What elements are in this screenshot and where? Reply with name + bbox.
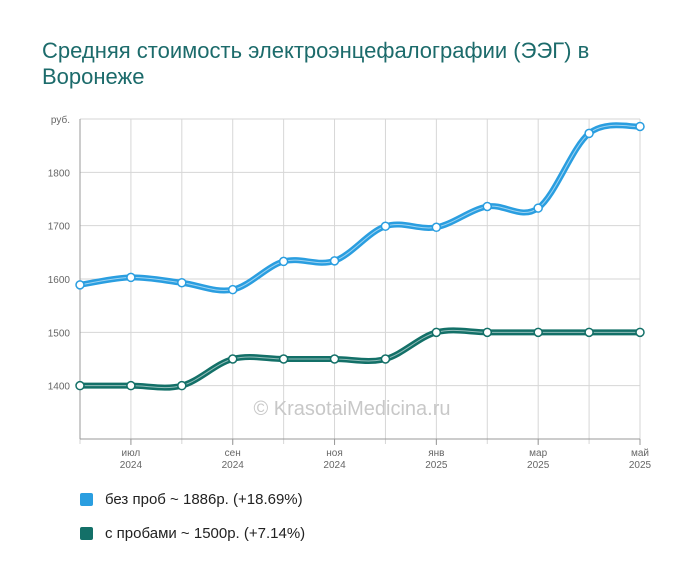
data-point-series-2: [75, 380, 85, 391]
y-tick-label: 1800: [48, 168, 71, 179]
x-tick-year: 2025: [425, 460, 448, 471]
series-line-highlight-1: [79, 124, 641, 291]
x-tick-month: сен: [225, 448, 241, 459]
x-tick-year: 2025: [629, 460, 652, 471]
x-tick-month: май: [631, 448, 649, 459]
x-tick-year: 2024: [120, 460, 143, 471]
x-tick-year: 2024: [323, 460, 346, 471]
data-point-series-2: [329, 354, 340, 364]
data-point-series-2: [278, 354, 289, 364]
data-point-series-1: [431, 222, 442, 233]
y-tick-label: 1400: [48, 382, 71, 393]
data-point-series-1: [75, 280, 85, 290]
x-tick-month: ноя: [326, 448, 343, 459]
data-point-series-1: [126, 272, 136, 283]
legend-swatch: [80, 526, 93, 540]
chart-title: Средняя стоимость электроэнцефалографии …: [42, 38, 590, 89]
legend: без проб ~ 1886р. (+18.69%) с пробами ~ 1…: [80, 482, 305, 550]
x-tick-year: 2024: [222, 460, 245, 471]
data-point-series-2: [431, 327, 442, 338]
data-point-series-2: [482, 327, 493, 338]
data-point-series-2: [177, 380, 187, 391]
x-tick-month: мар: [529, 448, 547, 459]
data-point-series-2: [380, 354, 391, 364]
x-tick-month: янв: [428, 448, 444, 459]
legend-swatch: [80, 492, 93, 506]
legend-label: с пробами ~ 1500р. (+7.14%): [105, 524, 306, 542]
watermark-text: © KrasotaiMedicina.ru: [253, 398, 450, 420]
data-point-series-2: [635, 327, 645, 338]
data-point-series-2: [227, 354, 238, 364]
data-point-series-1: [177, 277, 187, 288]
data-point-series-1: [533, 203, 543, 213]
x-tick-month: июл: [122, 448, 141, 459]
x-tick-year: 2025: [527, 460, 550, 471]
data-point-series-1: [227, 284, 238, 295]
y-tick-label: 1600: [48, 275, 71, 286]
y-tick-label: 1700: [48, 222, 71, 233]
legend-label: без проб ~ 1886р. (+18.69%): [105, 490, 303, 508]
data-point-series-1: [482, 201, 493, 212]
legend-item-2: с пробами ~ 1500р. (+7.14%): [80, 516, 305, 550]
data-point-series-1: [584, 128, 594, 139]
series-line-2: [77, 327, 643, 391]
data-point-series-2: [533, 327, 543, 338]
data-point-series-1: [380, 221, 391, 231]
legend-item-1: без проб ~ 1886р. (+18.69%): [80, 482, 305, 516]
y-axis-label: руб.: [51, 114, 70, 126]
data-point-series-2: [126, 380, 136, 391]
data-point-series-1: [329, 256, 340, 266]
y-tick-label: 1500: [48, 328, 71, 339]
data-point-series-2: [584, 327, 594, 338]
series-line-1: [77, 122, 643, 294]
data-point-series-1: [278, 256, 289, 267]
data-point-series-1: [635, 121, 645, 132]
